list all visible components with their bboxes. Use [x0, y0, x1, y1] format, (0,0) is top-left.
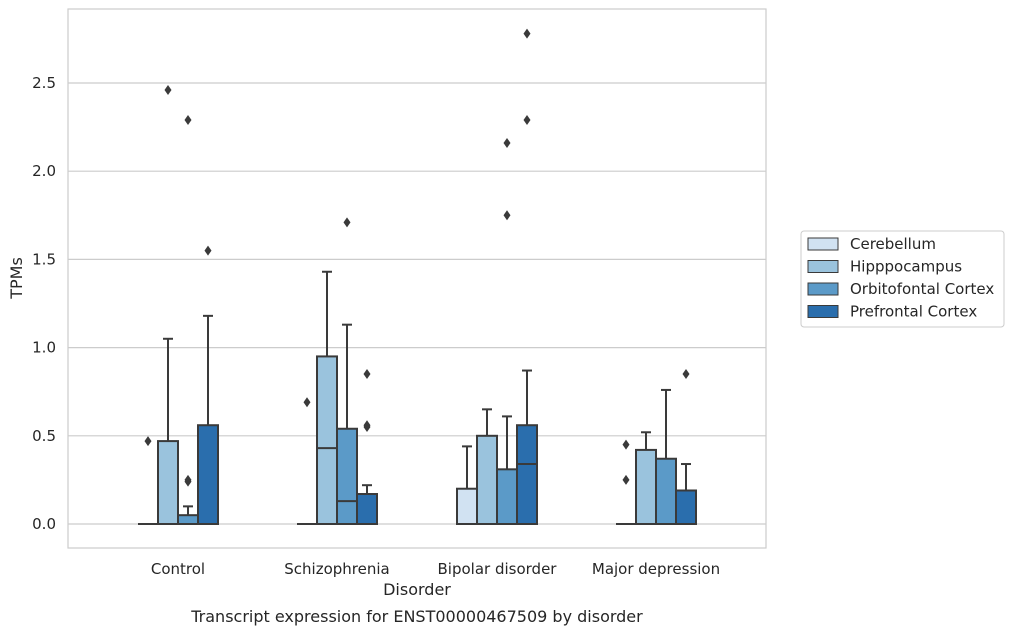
box	[675, 489, 697, 526]
x-tick-label: Schizophrenia	[284, 560, 389, 578]
legend-label: Orbitofontal Cortex	[850, 280, 994, 298]
legend: Cerebellum Hipppocampus Orbitofontal Corte…	[800, 230, 1005, 328]
outlier-point	[523, 28, 531, 39]
legend-label: Hipppocampus	[850, 258, 962, 276]
x-tick-label: Major depression	[592, 560, 720, 578]
outlier-point	[144, 436, 152, 447]
outlier-point	[682, 369, 690, 380]
y-tick-label: 2.5	[32, 74, 56, 92]
series-orbitofontal-cortex	[177, 115, 677, 526]
box	[635, 448, 657, 525]
box	[516, 424, 538, 525]
legend-label: Prefrontal Cortex	[850, 303, 977, 321]
outlier-point	[503, 137, 511, 148]
box	[655, 457, 677, 525]
legend-swatch	[807, 260, 839, 273]
outlier-point	[343, 217, 351, 228]
box	[177, 514, 199, 525]
x-tick-label: Control	[151, 560, 205, 578]
y-tick-label: 0.0	[32, 515, 56, 533]
box	[157, 440, 179, 526]
outlier-point	[523, 115, 531, 126]
outlier-point	[622, 474, 630, 485]
plot-frame	[67, 8, 767, 549]
box	[456, 487, 478, 525]
legend-swatch	[807, 305, 839, 318]
x-tick-label: Bipolar disorder	[438, 560, 558, 578]
outlier-point	[303, 397, 311, 408]
legend-label: Cerebellum	[850, 235, 936, 253]
x-axis-label: Disorder	[383, 580, 451, 599]
y-tick-label: 1.0	[32, 339, 56, 357]
chart-caption: Transcript expression for ENST0000046750…	[190, 607, 643, 626]
outlier-point	[363, 420, 371, 431]
legend-frame	[800, 230, 1005, 328]
box	[316, 355, 338, 526]
x-axis-ticks: Control Schizophrenia Bipolar disorder Majo…	[151, 560, 720, 578]
y-tick-label: 2.0	[32, 162, 56, 180]
box	[336, 427, 358, 525]
y-tick-label: 0.5	[32, 427, 56, 445]
outlier-point	[503, 210, 511, 221]
box	[496, 468, 518, 526]
y-tick-label: 1.5	[32, 250, 56, 268]
series-cerebellum	[138, 397, 636, 525]
box	[356, 493, 378, 525]
box-plot-series	[138, 28, 697, 526]
box	[476, 434, 498, 525]
series-prefrontal-cortex	[197, 28, 697, 526]
legend-swatch	[807, 237, 839, 251]
y-axis-ticks: 0.0 0.5 1.0 1.5 2.0 2.5	[32, 74, 56, 533]
outlier-point	[184, 115, 192, 126]
outlier-point	[164, 85, 172, 96]
outlier-point	[622, 439, 630, 450]
series-hipppocampus	[157, 85, 657, 526]
outlier-point	[184, 476, 192, 487]
box	[197, 424, 219, 525]
outlier-point	[204, 245, 212, 256]
legend-swatch	[807, 282, 839, 296]
outlier-point	[363, 369, 371, 380]
y-axis-label: TPMs	[7, 257, 26, 300]
